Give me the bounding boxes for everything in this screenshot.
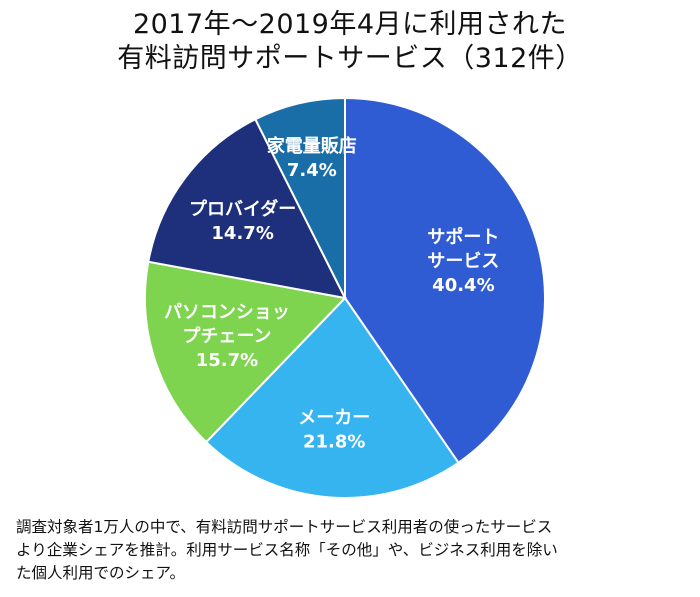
slice-value-support-service: 40.4% xyxy=(432,275,494,296)
pie-slice-electronics-store xyxy=(253,96,346,299)
pie-slice-maker xyxy=(204,296,460,499)
slice-value-pc-shop-chain: 15.7% xyxy=(196,350,258,371)
slice-label-maker: メーカー xyxy=(298,408,370,429)
slice-label-support-service: サービス xyxy=(427,251,499,272)
slice-value-maker: 21.8% xyxy=(303,432,365,453)
pie-slice-pc-shop-chain xyxy=(144,260,348,444)
slice-label-provider: プロバイダー xyxy=(189,198,296,220)
pie-slice-provider xyxy=(147,117,347,300)
chart-title-line-2: 有料訪問サポートサービス（312件） xyxy=(117,43,583,74)
footnote-line-2: より企業シェアを推計。利用サービス名称「その他」や、ビジネス利用を除い xyxy=(16,541,558,559)
slice-value-provider: 14.7% xyxy=(211,223,273,244)
slice-label-support-service: サポート xyxy=(427,226,499,248)
chart-title-line-1: 2017年〜2019年4月に利用された xyxy=(132,9,568,40)
slice-value-electronics-store: 7.4% xyxy=(287,160,337,181)
slice-label-electronics-store: 家電量販店 xyxy=(267,135,357,157)
slice-label-pc-shop-chain: パソコンショッ xyxy=(164,302,290,323)
slice-label-pc-shop-chain: プチェーン xyxy=(182,325,271,347)
pie-slice-support-service xyxy=(344,96,546,465)
footnote-line-3: た個人利用でのシェア。 xyxy=(16,564,185,582)
footnote-line-1: 調査対象者1万人の中で、有料訪問サポートサービス利用者の使ったサービス xyxy=(16,518,553,536)
